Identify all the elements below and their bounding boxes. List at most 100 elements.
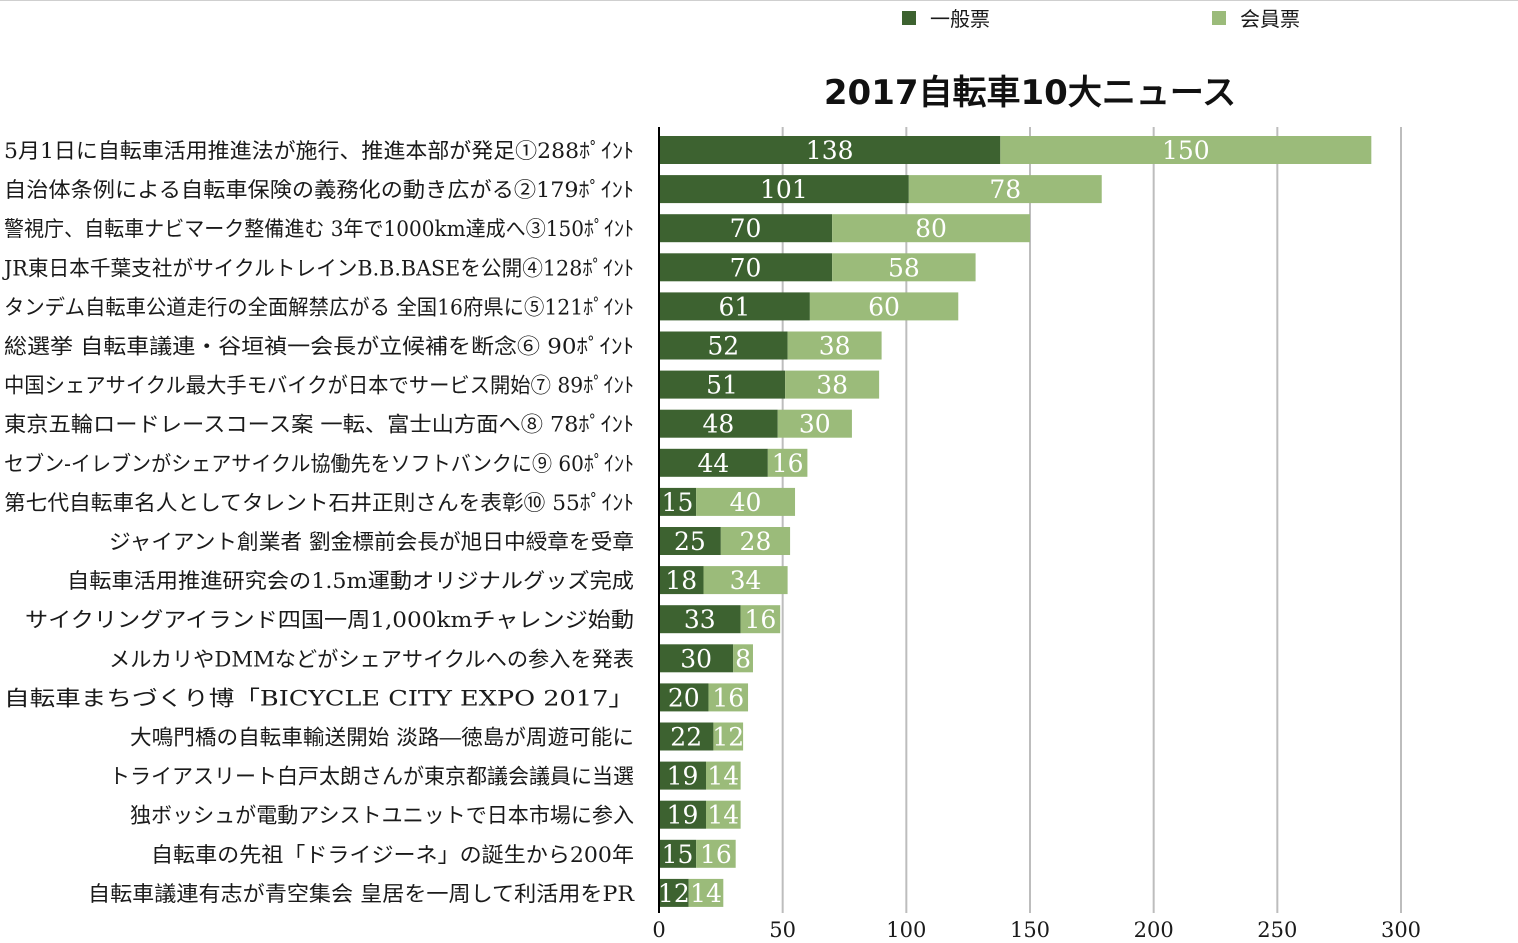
category-label-10: 第七代自転車名人としてタレント石井正則さんを表彰⑩ 55ﾎﾟｲﾝﾄ xyxy=(4,491,634,515)
data-label-member-20: 14 xyxy=(690,879,722,908)
bar-member-9 xyxy=(767,448,808,477)
bar-general-20 xyxy=(659,878,689,907)
data-label-member-3: 80 xyxy=(915,214,947,243)
category-label-17: トライアスリート白戸太朗さんが東京都議会議員に当選 xyxy=(109,765,634,789)
data-label-general-17: 19 xyxy=(667,762,699,791)
category-label-1: 5月1日に自転車活用推進法が施行、推進本部が発足①288ﾎﾟｲﾝﾄ xyxy=(4,139,634,163)
bar-member-6 xyxy=(787,331,882,360)
data-label-member-9: 16 xyxy=(772,449,804,478)
bar-general-4 xyxy=(659,253,833,282)
bar-member-8 xyxy=(777,409,852,438)
data-label-general-8: 48 xyxy=(702,410,734,439)
bar-general-15 xyxy=(659,683,709,712)
category-label-4: JR東日本千葉支社がサイクルトレインB.B.BASEを公開④128ﾎﾟｲﾝﾄ xyxy=(2,256,634,280)
data-label-general-5: 61 xyxy=(719,292,751,321)
data-label-member-2: 78 xyxy=(989,175,1021,204)
data-label-member-10: 40 xyxy=(730,488,762,517)
data-label-general-20: 12 xyxy=(658,879,690,908)
bar-general-11 xyxy=(659,527,721,555)
category-label-3: 警視庁、自転車ナビマーク整備進む 3年で1000km達成へ③150ﾎﾟｲﾝﾄ xyxy=(4,217,634,241)
bar-general-7 xyxy=(659,370,786,399)
data-label-general-4: 70 xyxy=(730,253,762,282)
bar-member-7 xyxy=(785,370,880,399)
legend-label-general: 一般票 xyxy=(930,7,990,31)
x-tick-label-0: 0 xyxy=(652,918,665,942)
bar-general-14 xyxy=(659,644,734,673)
category-label-11: ジャイアント創業者 劉金標前会長が旭日中綬章を受章 xyxy=(109,530,634,554)
bar-member-2 xyxy=(908,175,1102,204)
category-label-15: 自転車まちづくり博「BICYCLE CITY EXPO 2017」 xyxy=(4,686,634,710)
data-label-general-11: 25 xyxy=(674,527,706,556)
bar-general-13 xyxy=(659,605,741,634)
bar-member-4 xyxy=(832,253,976,282)
bar-general-18 xyxy=(659,800,706,829)
legend-label-member: 会員票 xyxy=(1240,7,1300,31)
data-label-member-13: 16 xyxy=(745,605,777,634)
category-label-20: 自転車議連有志が青空集会 皇居を一周して利活用をPR xyxy=(88,882,635,906)
legend: 一般票 会員票 xyxy=(0,3,1518,32)
bar-member-20 xyxy=(688,878,724,907)
bar-member-15 xyxy=(708,683,749,712)
category-label-16: 大鳴門橋の自転車輸送開始 淡路―徳島が周遊可能に xyxy=(130,726,634,750)
bar-general-12 xyxy=(659,566,704,595)
category-label-6: 総選挙 自転車議連・谷垣禎一会長が立候補を断念⑥ 90ﾎﾟｲﾝﾄ xyxy=(4,335,634,359)
bar-general-8 xyxy=(659,409,778,438)
data-label-member-18: 14 xyxy=(707,801,739,830)
bar-member-3 xyxy=(832,214,1030,243)
data-label-member-14: 8 xyxy=(735,644,751,673)
category-label-7: 中国シェアサイクル最大手モバイクが日本でサービス開始⑦ 89ﾎﾟｲﾝﾄ xyxy=(4,374,634,398)
data-label-general-10: 15 xyxy=(662,488,694,517)
category-label-8: 東京五輪ロードレースコース案 一転、富士山方面へ⑧ 78ﾎﾟｲﾝﾄ xyxy=(4,413,634,437)
x-tick-label-200: 200 xyxy=(1134,918,1174,942)
category-label-2: 自治体条例による自転車保険の義務化の動き広がる②179ﾎﾟｲﾝﾄ xyxy=(4,178,634,202)
bar-general-10 xyxy=(659,487,697,516)
bar-member-11 xyxy=(720,527,791,555)
data-label-general-9: 44 xyxy=(698,449,730,478)
x-tick-label-150: 150 xyxy=(1010,918,1050,942)
bar-general-9 xyxy=(659,448,768,477)
data-label-member-15: 16 xyxy=(712,683,744,712)
category-label-14: メルカリやDMMなどがシェアサイクルへの参入を発表 xyxy=(109,647,634,671)
legend-swatch-general xyxy=(902,10,916,25)
data-label-member-16: 12 xyxy=(712,723,744,752)
bar-general-19 xyxy=(659,839,697,868)
category-label-5: タンデム自転車公道走行の全面解禁広がる 全国16府県に⑤121ﾎﾟｲﾝﾄ xyxy=(4,295,634,319)
category-label-18: 独ボッシュが電動アシストユニットで日本市場に参入 xyxy=(130,804,634,828)
bar-member-18 xyxy=(705,800,741,829)
x-tick-label-50: 50 xyxy=(769,918,796,942)
bar-member-13 xyxy=(740,605,781,634)
data-label-member-4: 58 xyxy=(888,253,920,282)
data-label-member-12: 34 xyxy=(730,566,762,595)
data-label-member-7: 38 xyxy=(816,371,848,400)
legend-item-general: 一般票 xyxy=(902,3,990,32)
x-tick-label-100: 100 xyxy=(886,918,926,942)
data-label-member-1: 150 xyxy=(1162,136,1210,165)
data-label-general-14: 30 xyxy=(680,644,712,673)
bar-general-3 xyxy=(659,214,833,243)
category-label-12: 自転車活用推進研究会の1.5m運動オリジナルグッズ完成 xyxy=(67,569,634,593)
chart-title: 2017自転車10大ニュース xyxy=(823,73,1237,113)
bar-member-17 xyxy=(705,761,741,790)
data-label-member-5: 60 xyxy=(868,292,900,321)
bar-general-6 xyxy=(659,331,788,360)
data-label-general-12: 18 xyxy=(665,566,697,595)
data-label-member-17: 14 xyxy=(707,762,739,791)
x-tick-label-250: 250 xyxy=(1257,918,1297,942)
category-label-9: セブン‐イレブンがシェアサイクル協働先をソフトバンクに⑨ 60ﾎﾟｲﾝﾄ xyxy=(4,452,634,476)
bar-member-1 xyxy=(1000,136,1372,164)
data-label-general-6: 52 xyxy=(707,332,739,361)
x-tick-label-300: 300 xyxy=(1381,918,1421,942)
data-label-general-18: 19 xyxy=(667,801,699,830)
bar-member-10 xyxy=(696,487,796,516)
bar-general-1 xyxy=(659,136,1001,164)
bar-general-5 xyxy=(659,292,810,321)
data-label-member-8: 30 xyxy=(799,410,831,439)
category-label-19: 自転車の先祖「ドライジーネ」の誕生から200年 xyxy=(151,843,634,867)
data-label-general-16: 22 xyxy=(670,723,702,752)
bar-general-16 xyxy=(659,722,714,751)
bar-member-5 xyxy=(809,292,959,321)
legend-item-member: 会員票 xyxy=(1212,3,1300,32)
data-label-general-1: 138 xyxy=(806,136,854,165)
data-label-member-11: 28 xyxy=(740,527,772,556)
